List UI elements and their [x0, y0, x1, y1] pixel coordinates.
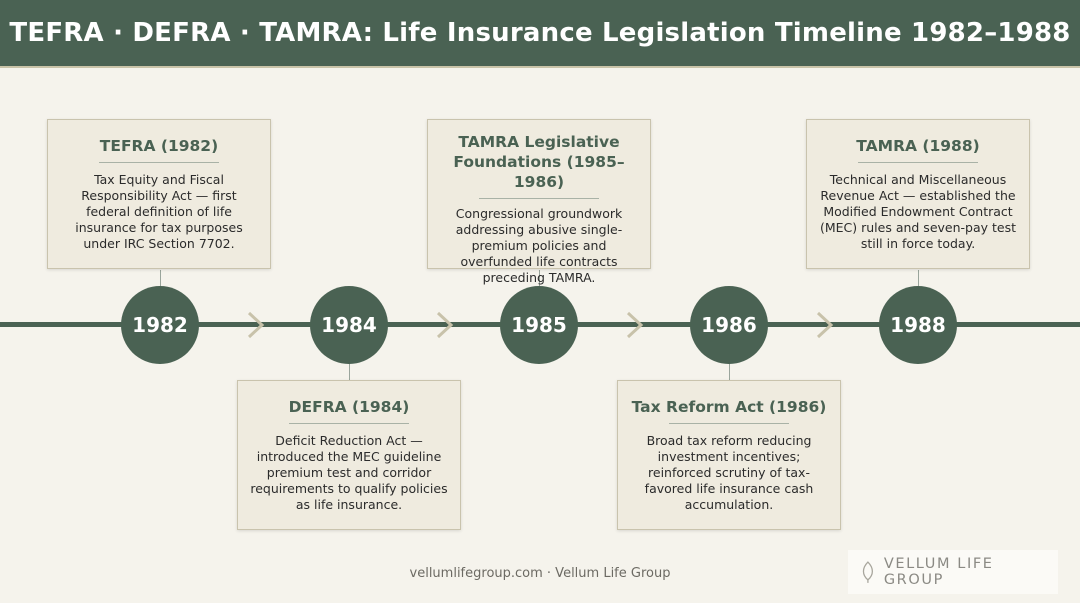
- card-title: TAMRA (1988): [856, 137, 980, 155]
- event-card-tefra: TEFRA (1982) Tax Equity and Fiscal Respo…: [47, 119, 271, 269]
- event-card-tamra: TAMRA (1988) Technical and Miscellaneous…: [806, 119, 1030, 269]
- chevron-right-icon: [816, 311, 834, 339]
- card-divider: [99, 162, 219, 163]
- connector-1984: [349, 362, 350, 380]
- card-divider: [289, 423, 409, 424]
- connector-1985: [539, 270, 540, 288]
- year-label: 1988: [890, 313, 946, 337]
- card-title: DEFRA (1984): [288, 398, 410, 416]
- card-body: Deficit Reduction Act — introduced the M…: [250, 433, 448, 512]
- card-body: Tax Equity and Fiscal Responsibility Act…: [75, 172, 243, 251]
- footer-text: vellumlifegroup.com · Vellum Life Group: [409, 566, 671, 581]
- year-label: 1982: [132, 313, 188, 337]
- card-body: Technical and Miscellaneous Revenue Act …: [819, 172, 1017, 251]
- card-title: TAMRA Legislative Foundations (1985–1986…: [453, 133, 625, 191]
- brand-logo: VELLUM LIFE GROUP: [848, 550, 1058, 594]
- chevron-right-icon: [247, 311, 265, 339]
- card-title: Tax Reform Act (1986): [631, 398, 827, 416]
- card-body: Broad tax reform reducing investment inc…: [644, 433, 814, 512]
- card-title: TEFRA (1982): [99, 137, 219, 155]
- header-bar: TEFRA · DEFRA · TAMRA: Life Insurance Le…: [0, 0, 1080, 68]
- year-node-1988: 1988: [879, 286, 957, 364]
- event-card-defra: DEFRA (1984) Deficit Reduction Act — int…: [237, 380, 461, 530]
- event-card-tamra-foundations: TAMRA Legislative Foundations (1985–1986…: [427, 119, 651, 285]
- year-node-1982: 1982: [121, 286, 199, 364]
- card-body: Congressional groundwork addressing abus…: [455, 206, 623, 285]
- year-node-1984: 1984: [310, 286, 388, 364]
- card-divider: [479, 198, 599, 199]
- connector-1982: [160, 270, 161, 288]
- connector-1988: [918, 270, 919, 288]
- year-node-1986: 1986: [690, 286, 768, 364]
- card-divider: [669, 423, 789, 424]
- card-divider: [858, 162, 978, 163]
- chevron-right-icon: [626, 311, 644, 339]
- year-label: 1986: [701, 313, 757, 337]
- year-node-1985: 1985: [500, 286, 578, 364]
- brand-name: VELLUM LIFE GROUP: [883, 556, 994, 588]
- leaf-icon: [862, 561, 874, 583]
- page-title: TEFRA · DEFRA · TAMRA: Life Insurance Le…: [9, 18, 1071, 48]
- chevron-right-icon: [436, 311, 454, 339]
- connector-1986: [729, 362, 730, 380]
- year-label: 1985: [511, 313, 567, 337]
- event-card-tax-reform: Tax Reform Act (1986) Broad tax reform r…: [617, 380, 841, 530]
- year-label: 1984: [321, 313, 377, 337]
